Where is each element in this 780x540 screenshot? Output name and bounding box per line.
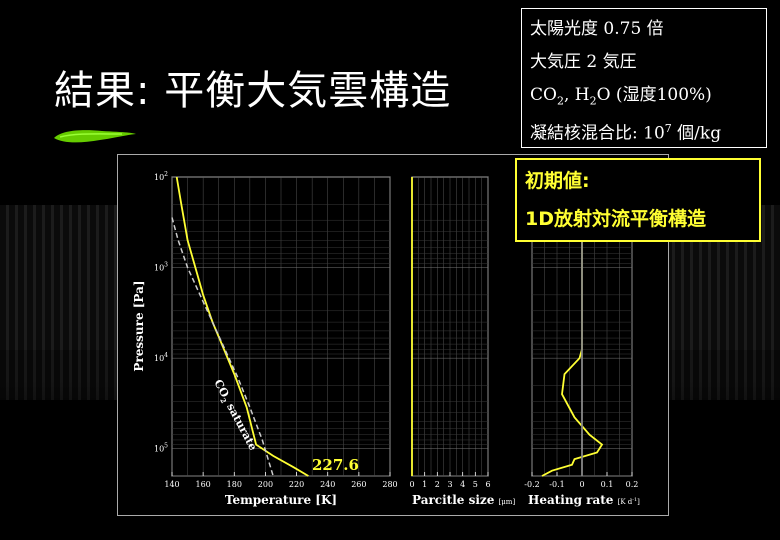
x-tick-label: 280 [382, 480, 397, 489]
initial-condition-box: 初期値: 1D放射対流平衡構造 [515, 158, 761, 242]
x-tick-label: 0 [409, 480, 414, 489]
x-tick-label: 4 [460, 480, 465, 489]
x-tick-label: 180 [227, 480, 242, 489]
x-tick-label: 220 [289, 480, 304, 489]
x-axis-title-particle-size: Parcitle size [μm] [412, 493, 515, 507]
y-tick-label: 105 [154, 443, 168, 454]
x-tick-label: 260 [351, 480, 366, 489]
y-axis-title-pressure: Pressure [Pa] [132, 280, 146, 371]
x-tick-label: 6 [485, 480, 490, 489]
y-tick-label: 102 [154, 171, 168, 182]
condition-solar-luminosity: 太陽光度 0.75 倍 [530, 19, 664, 39]
initial-condition-label: 初期値: [525, 170, 590, 192]
x-tick-label: 2 [435, 480, 440, 489]
series-line-3-1 [541, 177, 604, 477]
conditions-box: 太陽光度 0.75 倍 大気圧 2 気圧 CO2, H2O (湿度100%) 凝… [521, 8, 767, 148]
condition-pressure: 大気圧 2 気圧 [530, 52, 637, 72]
x-tick-label: 200 [258, 480, 273, 489]
x-tick-label: 5 [473, 480, 478, 489]
x-tick-label: 0.2 [626, 480, 639, 489]
condition-nuclei-mixing-ratio: 凝結核混合比: 107 個/kg [530, 122, 722, 144]
condition-composition: CO2, H2O (湿度100%) [530, 85, 712, 108]
x-tick-label: -0.2 [524, 480, 539, 489]
x-tick-label: 0.1 [601, 480, 614, 489]
x-tick-label: 0 [579, 480, 584, 489]
x-tick-label: -0.1 [549, 480, 564, 489]
surface-temperature-label: 227.6 [312, 456, 359, 474]
initial-condition-value: 1D放射対流平衡構造 [525, 208, 706, 230]
x-tick-label: 240 [320, 480, 335, 489]
x-tick-label: 1 [422, 480, 427, 489]
x-tick-label: 140 [164, 480, 179, 489]
y-tick-label: 104 [154, 352, 168, 363]
x-axis-title-temperature: Temperature [K] [225, 493, 337, 507]
x-tick-label: 3 [447, 480, 452, 489]
slide-title: 結果: 平衡大気雲構造 [54, 68, 452, 114]
y-tick-label: 103 [154, 262, 168, 273]
x-axis-title-heating-rate: Heating rate [K d-1] [528, 493, 640, 507]
co2-saturate-label: CO2 saturate [210, 377, 260, 453]
brush-stroke-decoration [54, 130, 136, 143]
x-tick-label: 160 [196, 480, 211, 489]
